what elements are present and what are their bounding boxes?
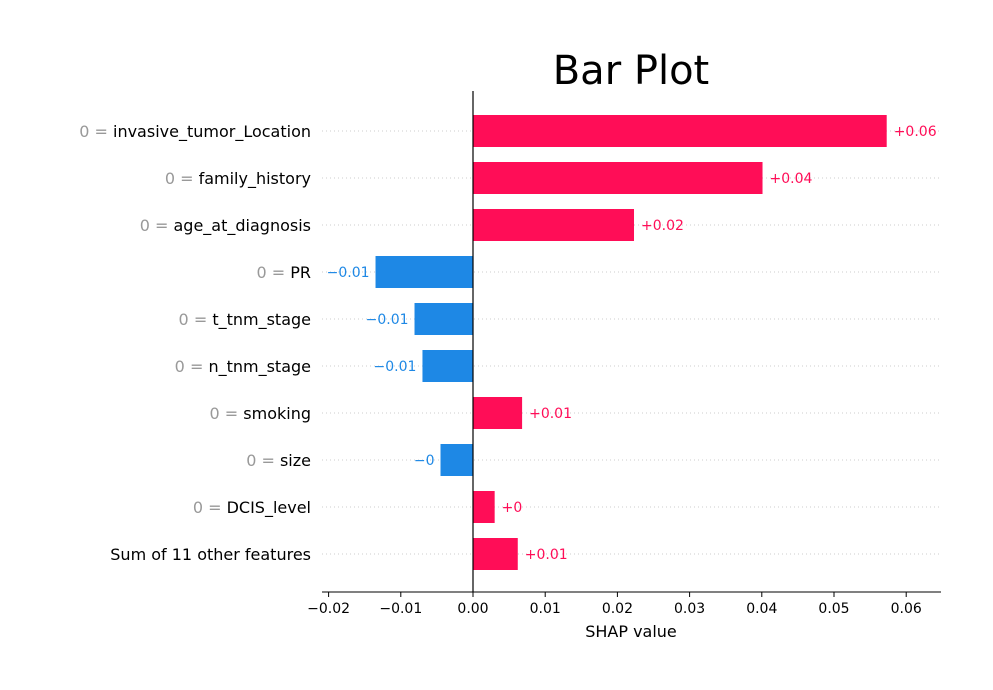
category-label: 0 = PR — [256, 263, 311, 282]
bar-value-label: +0.06 — [894, 124, 937, 140]
bar-positive — [473, 209, 635, 241]
bar-value-label: +0.01 — [529, 406, 572, 422]
category-label: 0 = age_at_diagnosis — [140, 216, 311, 236]
bar-value-label: +0.04 — [770, 171, 813, 187]
bar-positive — [473, 538, 518, 570]
bar-value-label: −0.01 — [327, 265, 370, 281]
x-tick-label: 0.03 — [674, 601, 705, 617]
x-axis-label: SHAP value — [585, 622, 677, 641]
bar-positive — [473, 397, 523, 429]
category-label: 0 = smoking — [210, 404, 311, 423]
feature-name-label: family_history — [199, 169, 311, 189]
feature-value-label: 0 = — [179, 310, 208, 329]
bar-positive — [473, 115, 887, 147]
feature-name-label: PR — [290, 263, 311, 282]
x-axis: −0.02 −0.01 0.00 0.01 0.02 0.03 0.04 0.05 0.06 — [307, 91, 941, 617]
bar-value-label: −0.01 — [374, 359, 417, 375]
feature-name-label: t_tnm_stage — [212, 310, 311, 330]
bar-value-label: +0.01 — [525, 547, 568, 563]
bar-negative — [375, 256, 473, 288]
category-label: 0 = size — [246, 451, 311, 470]
x-tick-label: 0.02 — [602, 601, 633, 617]
feature-value-label: 0 = — [246, 451, 275, 470]
feature-value-label: 0 = — [140, 216, 169, 235]
category-label: 0 = invasive_tumor_Location — [79, 122, 311, 142]
category-label: Sum of 11 other features — [110, 545, 311, 564]
category-label: 0 = n_tnm_stage — [175, 357, 311, 377]
feature-name-label: smoking — [243, 404, 311, 423]
feature-name-label: Sum of 11 other features — [110, 545, 311, 564]
x-tick-label: −0.02 — [307, 601, 350, 617]
x-tick-label: −0.01 — [379, 601, 422, 617]
feature-value-label: 0 = — [79, 122, 108, 141]
x-tick-label: 0.06 — [891, 601, 922, 617]
x-tick-label: 0.00 — [457, 601, 488, 617]
x-tick-label: 0.01 — [530, 601, 561, 617]
feature-value-label: 0 = — [193, 498, 222, 517]
x-tick-label: 0.04 — [746, 601, 777, 617]
category-label: 0 = family_history — [165, 169, 311, 189]
category-label: 0 = t_tnm_stage — [179, 310, 311, 330]
chart-title: Bar Plot — [553, 48, 710, 94]
x-tick-label: 0.05 — [818, 601, 849, 617]
bar-negative — [440, 444, 473, 476]
bar-positive — [473, 491, 495, 523]
feature-name-label: invasive_tumor_Location — [113, 122, 311, 142]
bar-positive — [473, 162, 763, 194]
feature-name-label: n_tnm_stage — [208, 357, 311, 377]
gridlines — [322, 130, 941, 555]
feature-name-label: age_at_diagnosis — [174, 216, 312, 236]
feature-value-label: 0 = — [165, 169, 194, 188]
bar-negative — [422, 350, 473, 382]
bar-negative — [414, 303, 473, 335]
bar-value-label: −0.01 — [366, 312, 409, 328]
feature-value-label: 0 = — [210, 404, 239, 423]
feature-value-label: 0 = — [256, 263, 285, 282]
bar-value-label: −0 — [414, 453, 435, 469]
feature-value-label: 0 = — [175, 357, 204, 376]
category-label: 0 = DCIS_level — [193, 498, 311, 518]
bars: +0.06 +0.04 +0.02 −0.01 −0.01 −0.01 +0.01 −0 +0 +… — [327, 115, 937, 570]
bar-value-label: +0.02 — [641, 218, 684, 234]
feature-name-label: size — [280, 451, 311, 470]
bar-value-label: +0 — [502, 500, 523, 516]
feature-name-label: DCIS_level — [227, 498, 311, 518]
